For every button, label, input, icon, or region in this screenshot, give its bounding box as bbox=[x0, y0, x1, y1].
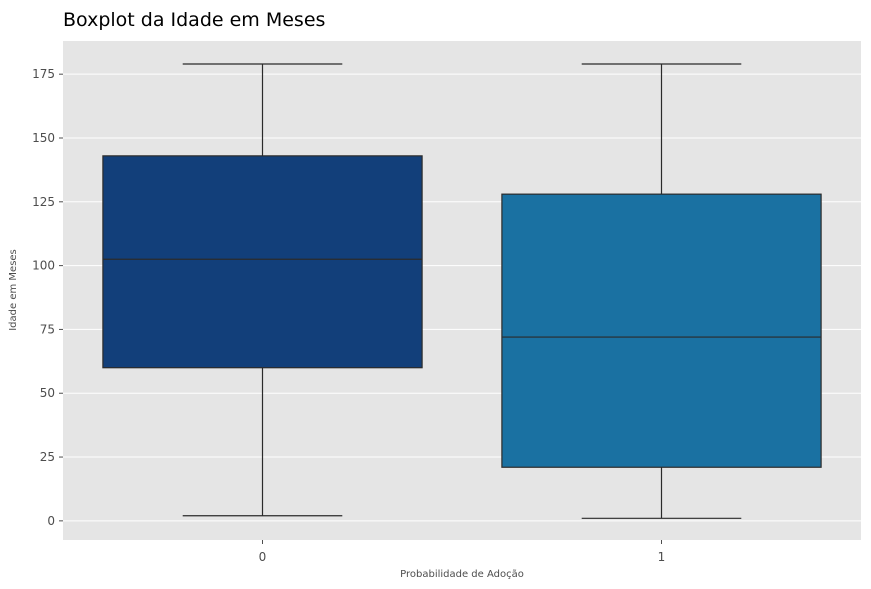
box-group-1 bbox=[501, 63, 822, 519]
box-group-0 bbox=[102, 63, 423, 517]
x-tick-label: 0 bbox=[259, 550, 267, 564]
y-tick-label: 0 bbox=[47, 514, 55, 528]
x-axis-label: Probabilidade de Adoção bbox=[400, 569, 524, 580]
y-tick-label: 50 bbox=[40, 386, 55, 400]
y-tick-label: 25 bbox=[40, 450, 55, 464]
y-tick-label: 175 bbox=[32, 67, 55, 81]
y-axis-label: Idade em Meses bbox=[8, 249, 19, 331]
iqr-box bbox=[102, 155, 423, 369]
y-axis-ticks: 0 25 50 75 100 125 150 175 bbox=[32, 67, 63, 528]
chart-title: Boxplot da Idade em Meses bbox=[63, 9, 325, 31]
y-tick-label: 125 bbox=[32, 195, 55, 209]
iqr-box bbox=[501, 193, 822, 468]
x-tick-label: 1 bbox=[658, 550, 666, 564]
boxes-layer bbox=[102, 63, 822, 519]
y-tick-label: 100 bbox=[32, 259, 55, 273]
y-tick-label: 150 bbox=[32, 131, 55, 145]
y-tick-label: 75 bbox=[40, 322, 55, 336]
